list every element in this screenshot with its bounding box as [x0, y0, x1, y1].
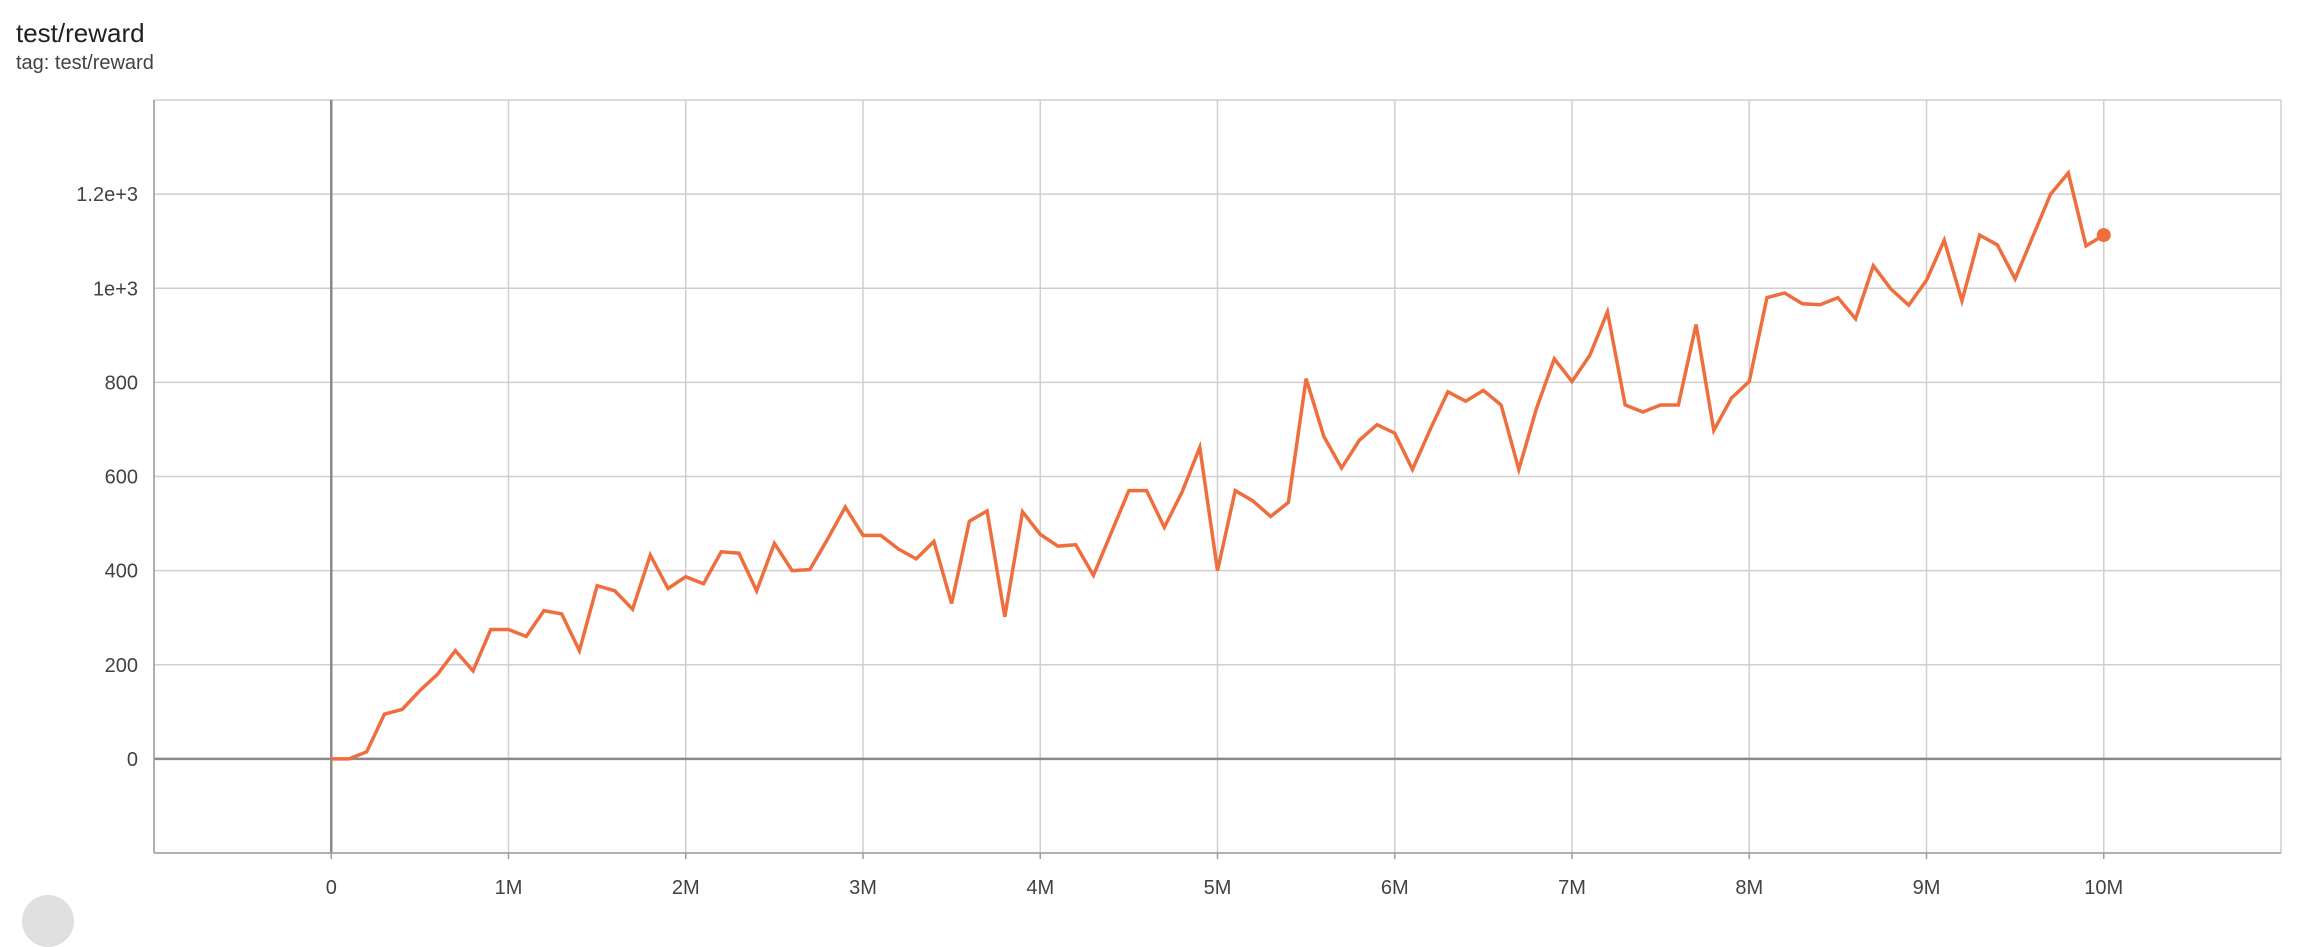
x-tick-label: 5M: [1204, 877, 1232, 899]
y-tick-label: 400: [105, 561, 138, 583]
x-tick-label: 0: [326, 877, 337, 899]
x-tick-label: 10M: [2084, 877, 2123, 899]
x-tick-label: 9M: [1913, 877, 1941, 899]
series: [331, 169, 2111, 761]
x-tick-label: 1M: [495, 877, 523, 899]
x-tick-label: 2M: [672, 877, 700, 899]
x-tick-label: 6M: [1381, 877, 1409, 899]
x-tick-label: 7M: [1558, 877, 1586, 899]
y-tick-label: 1e+3: [93, 278, 138, 300]
fab-button[interactable]: [22, 895, 74, 947]
y-tick-label: 0: [127, 749, 138, 771]
tick-labels: 0 1M 2M 3M 4M 5M 6M 7M 8M 9M 10M 0 200 400 600 800 1e+3 1…: [76, 184, 2123, 899]
x-tick-label: 4M: [1026, 877, 1054, 899]
series-line: [331, 169, 2105, 761]
chart-tag: tag: test/reward: [16, 52, 154, 74]
x-tick-label: 3M: [849, 877, 877, 899]
x-tick-label: 8M: [1735, 877, 1763, 899]
last-point-marker[interactable]: [2096, 228, 2111, 243]
chart-title: test/reward: [16, 18, 145, 48]
y-tick-label: 200: [105, 655, 138, 677]
y-tick-label: 1.2e+3: [76, 184, 138, 206]
line-chart[interactable]: 0 1M 2M 3M 4M 5M 6M 7M 8M 9M 10M 0 200 400 600 800 1e+3 1…: [0, 0, 2304, 908]
y-tick-label: 600: [105, 467, 138, 489]
grid: [153, 99, 2282, 854]
y-tick-label: 800: [105, 372, 138, 394]
